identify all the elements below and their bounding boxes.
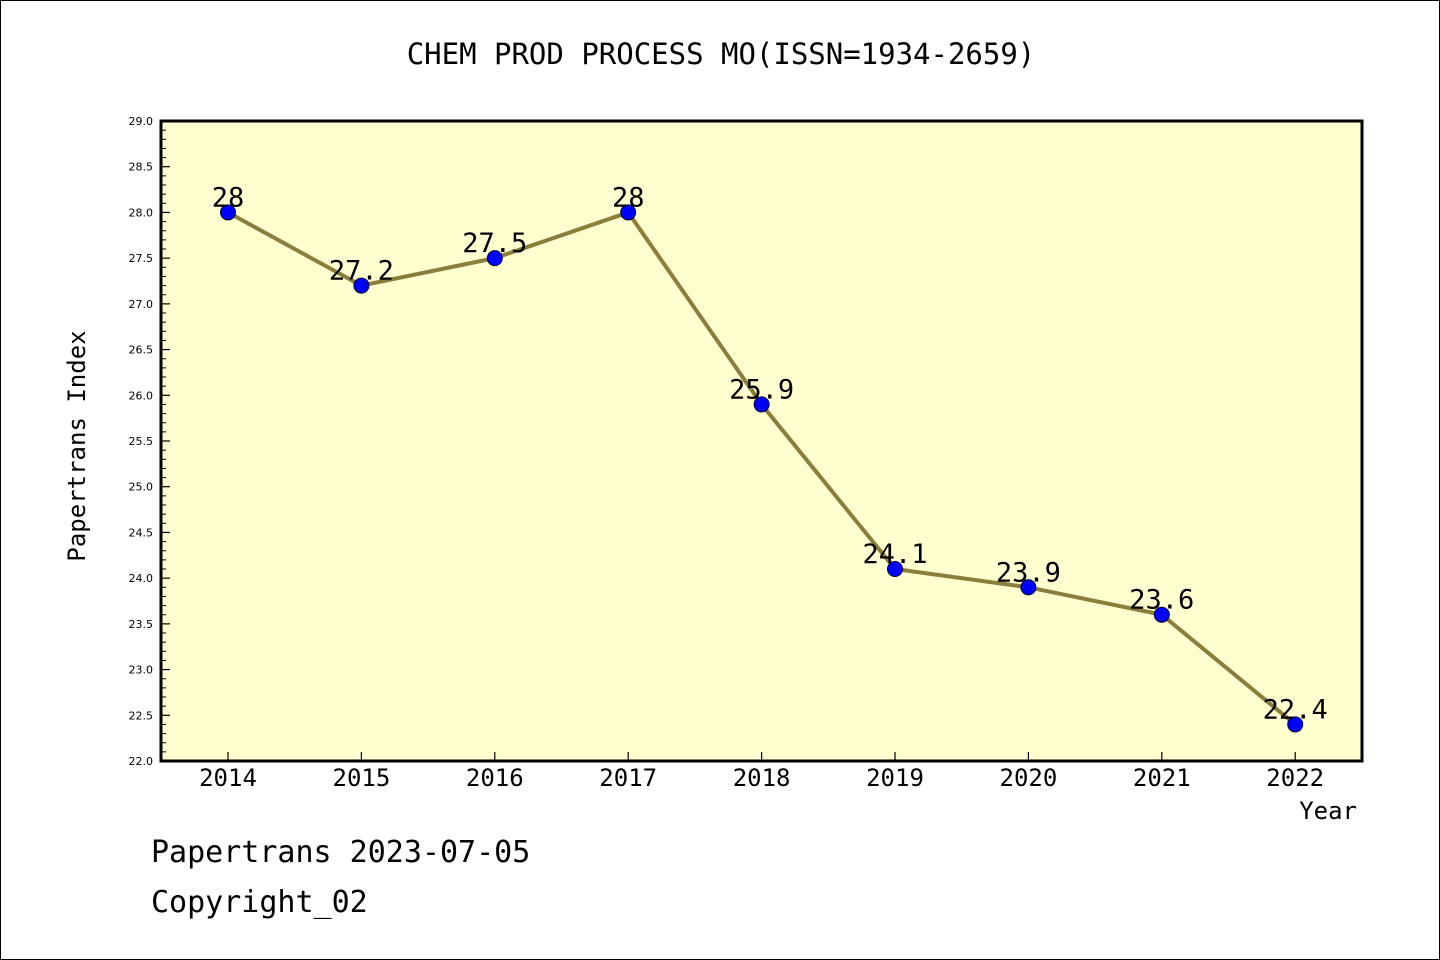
y-tick-label: 28.0 (129, 206, 154, 219)
x-tick-label: 2022 (1266, 764, 1324, 792)
y-tick-label: 26.5 (129, 344, 154, 357)
data-point (1287, 716, 1304, 733)
data-point (353, 277, 370, 294)
data-point (1153, 606, 1170, 623)
y-tick-label: 24.0 (129, 572, 154, 585)
x-tick-label: 2014 (199, 764, 257, 792)
data-label: 28 (212, 182, 245, 213)
x-tick-label: 2021 (1133, 764, 1191, 792)
x-tick-label: 2019 (866, 764, 924, 792)
y-tick-label: 25.0 (129, 481, 154, 494)
data-point (620, 204, 637, 221)
data-label: 25.9 (729, 374, 794, 405)
y-tick-label: 27.5 (129, 252, 154, 265)
data-label: 27.5 (462, 228, 527, 259)
data-label: 23.9 (996, 557, 1061, 588)
footer-copyright: Copyright_02 (151, 885, 368, 920)
data-label: 28 (612, 182, 645, 213)
data-label: 27.2 (329, 256, 394, 287)
y-tick-label: 27.0 (129, 298, 154, 311)
y-tick-label: 29.0 (129, 115, 154, 128)
data-point (753, 396, 770, 413)
data-label: 24.1 (862, 539, 927, 570)
y-tick-label: 24.5 (129, 526, 154, 539)
x-tick-label: 2015 (333, 764, 391, 792)
data-label: 22.4 (1263, 694, 1328, 725)
data-point (887, 561, 903, 577)
y-tick-label: 28.5 (129, 161, 154, 174)
data-point (486, 250, 503, 267)
data-point (220, 204, 236, 221)
x-tick-label: 2016 (466, 764, 524, 792)
y-tick-label: 26.0 (129, 389, 154, 402)
y-tick-label: 22.5 (129, 709, 154, 722)
plot-area (161, 121, 1362, 761)
x-tick-label: 2017 (599, 764, 657, 792)
x-tick-label: 2020 (1000, 764, 1058, 792)
y-tick-label: 22.0 (129, 755, 154, 768)
data-label: 23.6 (1129, 585, 1194, 616)
y-tick-label: 23.5 (129, 618, 154, 631)
chart-title: CHEM PROD PROCESS MO(ISSN=1934-2659) (406, 37, 1036, 71)
plot-frame (159, 119, 1364, 763)
data-point (1020, 579, 1037, 596)
x-tick-label: 2018 (733, 764, 791, 792)
y-tick-label: 25.5 (129, 435, 154, 448)
x-axis-label: Year (1299, 797, 1357, 825)
y-tick-label: 23.0 (129, 664, 154, 677)
footer-date: Papertrans 2023-07-05 (151, 835, 531, 870)
